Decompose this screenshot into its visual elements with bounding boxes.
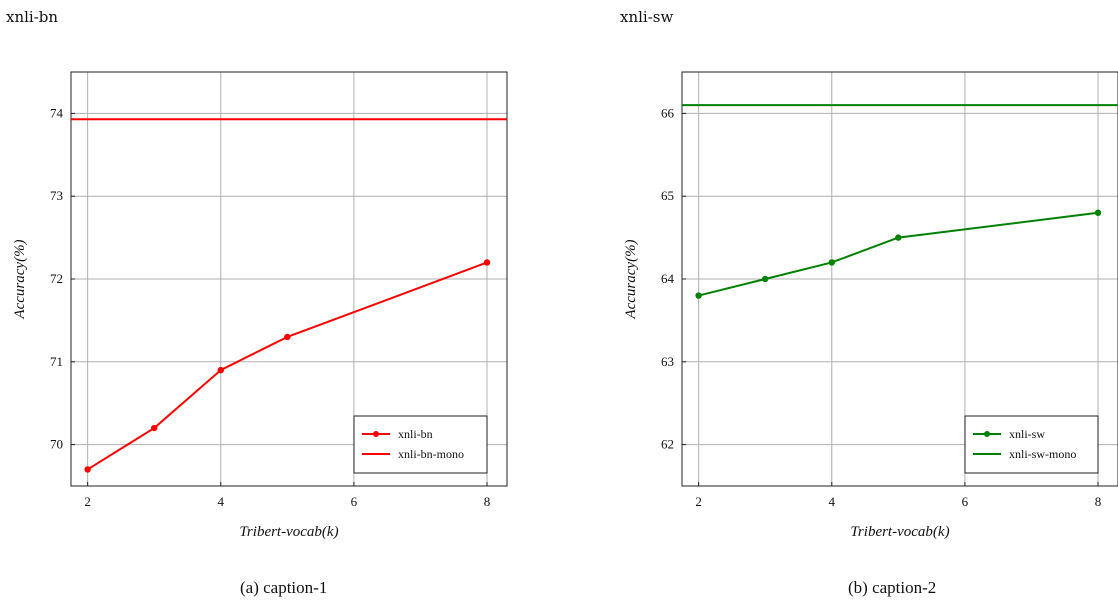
chart-b-series-xnli-sw-point bbox=[828, 259, 835, 266]
chart-b-series-xnli-sw-point bbox=[895, 234, 902, 241]
chart-a-series-xnli-bn-point bbox=[284, 333, 291, 341]
chart-a-xlabel: Tribert-vocab(k) bbox=[239, 524, 338, 540]
chart-a-ylabel: Accuracy(%) bbox=[12, 239, 28, 319]
chart-b-ytick-label: 64 bbox=[661, 271, 675, 286]
chart-b-xtick-label: 4 bbox=[829, 494, 836, 509]
chart-a-ytick-label: 73 bbox=[50, 188, 63, 203]
chart-a-xtick-label: 4 bbox=[218, 494, 225, 509]
chart-a-series-xnli-bn-point bbox=[151, 424, 158, 432]
chart-a-series-xnli-bn-point bbox=[84, 466, 91, 473]
chart-a-series-xnli-bn-point bbox=[217, 366, 224, 374]
chart-b-legend-label: xnli-sw-mono bbox=[1009, 447, 1076, 461]
chart-b-series-xnli-sw-point bbox=[695, 292, 702, 299]
chart-b-ylabel: Accuracy(%) bbox=[623, 239, 639, 319]
chart-b-xtick-label: 6 bbox=[962, 494, 969, 509]
chart-b-xlabel: Tribert-vocab(k) bbox=[850, 524, 949, 540]
panel-a-title: xnli-bn bbox=[6, 8, 59, 26]
chart-b-series-xnli-sw-line bbox=[698, 211, 1099, 297]
chart-a-series-xnli-bn-point bbox=[483, 259, 491, 266]
chart-a-ytick-label: 71 bbox=[50, 354, 63, 369]
chart-a-legend-label: xnli-bn bbox=[398, 427, 433, 441]
chart-a-legend bbox=[353, 415, 488, 474]
caption-a: (a) caption-1 bbox=[240, 578, 328, 597]
chart-b-legend-marker bbox=[984, 431, 990, 437]
chart-a-ytick-label: 70 bbox=[50, 437, 63, 452]
chart-a-ytick-label: 72 bbox=[50, 271, 63, 286]
chart-b-legend bbox=[964, 415, 1099, 474]
chart-a-xtick-label: 2 bbox=[84, 494, 91, 509]
chart-b-ytick-label: 66 bbox=[661, 105, 675, 120]
chart-b-xtick-label: 2 bbox=[695, 494, 702, 509]
chart-b-ytick-label: 63 bbox=[661, 354, 674, 369]
chart-b-series-xnli-sw-point bbox=[1094, 209, 1102, 216]
caption-b: (b) caption-2 bbox=[848, 578, 937, 597]
chart-a-legend-label: xnli-bn-mono bbox=[398, 447, 464, 461]
chart-a-xtick-label: 8 bbox=[484, 494, 491, 509]
chart-b-xtick-label: 8 bbox=[1095, 494, 1102, 509]
chart-a-ytick-label: 74 bbox=[50, 105, 64, 120]
chart-b-ytick-label: 65 bbox=[661, 188, 674, 203]
panel-b-title: xnli-sw bbox=[620, 8, 674, 26]
chart-b-legend-label: xnli-sw bbox=[1009, 427, 1045, 441]
chart-a-xtick-label: 6 bbox=[351, 494, 358, 509]
chart-a-legend-marker bbox=[373, 431, 379, 437]
chart-b-ytick-label: 62 bbox=[661, 437, 674, 452]
chart-b-series-xnli-sw-point bbox=[762, 275, 769, 283]
